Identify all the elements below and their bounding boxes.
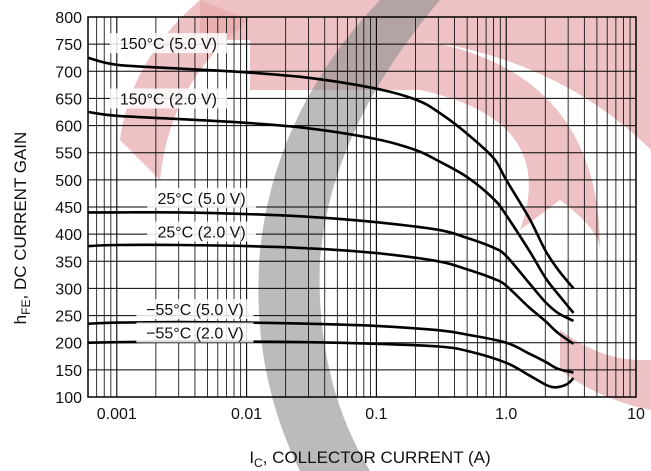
series-label-bg: [136, 299, 254, 320]
series-label-bg: [109, 88, 228, 109]
series-line-5: [87, 320, 574, 374]
series-label-bg: [147, 221, 256, 242]
x-tick-label: 1.0: [495, 406, 517, 423]
series-label-bg: [109, 33, 228, 54]
series-label-bg: [136, 322, 254, 343]
y-tick-label: 700: [55, 64, 82, 81]
plot-frame: [87, 16, 637, 398]
y-tick-label: 550: [55, 146, 82, 163]
series-label-bg: [147, 187, 256, 208]
series-line-1: [87, 56, 575, 290]
y-tick-label: 150: [55, 363, 82, 380]
y-tick-label: 400: [55, 227, 82, 244]
series-labels: 150°C (5.0 V) 150°C (2.0 V) 25°C (5.0 V) 25…: [109, 33, 256, 343]
series-line-2: [87, 110, 575, 314]
x-axis-title: IC, COLLECTOR CURRENT (A): [249, 448, 490, 470]
y-tick-label: 300: [55, 281, 82, 298]
watermark-shape: [200, 0, 651, 150]
series-label-1: 150°C (5.0 V): [120, 36, 217, 53]
y-tick-label: 600: [55, 119, 82, 136]
watermark-shape: [250, 40, 600, 250]
y-tick-label: 100: [55, 390, 82, 407]
watermark-shape: [258, 0, 440, 471]
series-lines: [87, 56, 575, 389]
x-tick-label: 0.001: [97, 406, 137, 423]
y-tick-label: 750: [55, 37, 82, 54]
y-tick-label: 450: [55, 200, 82, 217]
x-tick-label: 0.01: [231, 406, 262, 423]
y-tick-label: 350: [55, 254, 82, 271]
series-label-3: 25°C (5.0 V): [157, 191, 245, 208]
series-label-4: 25°C (2.0 V): [157, 225, 245, 242]
y-tick-label: 650: [55, 91, 82, 108]
series-line-3: [87, 211, 575, 323]
plot-border: [87, 16, 637, 398]
y-tick-labels: 100 150 200 250 300 350 400 450 500 550 600 650 700 7…: [55, 10, 82, 407]
y-tick-label: 800: [55, 10, 82, 27]
y-tick-label: 500: [55, 173, 82, 190]
y-tick-label: 200: [55, 336, 82, 353]
y-axis-title: hFE, DC CURRENT GAIN: [11, 132, 33, 325]
x-tick-labels: 0.001 0.01 0.1 1.0 10: [97, 406, 645, 423]
series-label-6: −55°C (2.0 V): [146, 325, 244, 342]
chart-grid: [87, 16, 636, 398]
x-tick-label: 10: [627, 406, 645, 423]
series-label-5: −55°C (5.0 V): [146, 302, 244, 319]
x-tick-label: 0.1: [365, 406, 387, 423]
y-tick-label: 250: [55, 309, 82, 326]
series-line-4: [87, 243, 575, 345]
series-label-2: 150°C (2.0 V): [120, 92, 217, 109]
